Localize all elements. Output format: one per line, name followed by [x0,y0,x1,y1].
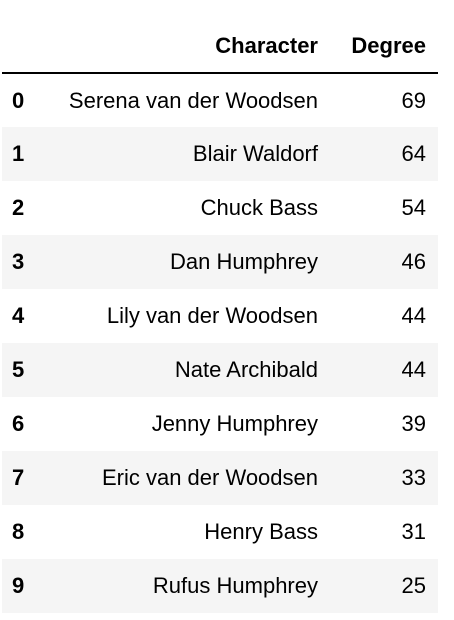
table-row: 9 Rufus Humphrey 25 [2,559,438,613]
cell-character: Blair Waldorf [192,141,318,166]
cell-degree: 31 [401,519,426,544]
index-header [2,20,40,74]
cell-character: Eric van der Woodsen [101,465,318,490]
cell-degree: 64 [401,141,426,166]
row-index: 7 [12,465,25,490]
row-index: 5 [12,357,25,382]
table-row: 1 Blair Waldorf 64 [2,127,438,181]
table-row: 4 Lily van der Woodsen 44 [2,289,438,343]
table-row: 6 Jenny Humphrey 39 [2,397,438,451]
row-index: 9 [12,573,25,598]
table-row: 0 Serena van der Woodsen 69 [2,73,438,127]
cell-degree: 33 [401,465,426,490]
row-index: 1 [12,141,25,166]
table-row: 7 Eric van der Woodsen 33 [2,451,438,505]
cell-character: Jenny Humphrey [151,411,318,436]
row-index: 3 [12,249,25,274]
cell-character: Henry Bass [204,519,318,544]
cell-character: Chuck Bass [200,195,318,220]
cell-degree: 69 [401,87,426,113]
table-row: 3 Dan Humphrey 46 [2,235,438,289]
cell-degree: 39 [401,411,426,436]
cell-degree: 44 [401,357,426,382]
dataframe-output: Character Degree 0 Serena van der Woodse… [2,20,438,613]
header-row: Character Degree [2,20,438,74]
row-index: 4 [12,303,25,328]
table-row: 2 Chuck Bass 54 [2,181,438,235]
cell-character: Serena van der Woodsen [68,87,318,113]
cell-degree: 44 [401,303,426,328]
dataframe-table: Character Degree 0 Serena van der Woodse… [2,20,438,613]
column-header-degree: Degree [330,20,438,74]
row-index: 6 [12,411,25,436]
row-index: 0 [12,87,25,113]
table-row: 5 Nate Archibald 44 [2,343,438,397]
row-index: 2 [12,195,25,220]
cell-character: Nate Archibald [174,357,318,382]
cell-character: Dan Humphrey [170,249,318,274]
cell-degree: 46 [401,249,426,274]
cell-character: Lily van der Woodsen [106,303,318,328]
column-header-character: Character [40,20,330,74]
cell-degree: 25 [401,573,426,598]
cell-degree: 54 [401,195,426,220]
cell-character: Rufus Humphrey [152,573,318,598]
table-row: 8 Henry Bass 31 [2,505,438,559]
row-index: 8 [12,519,25,544]
